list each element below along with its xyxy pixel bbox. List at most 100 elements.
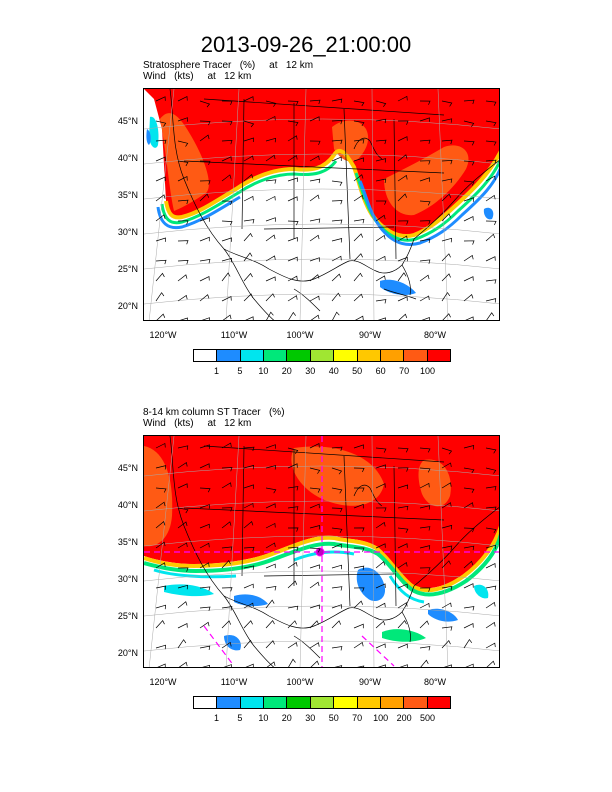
panel1-colorbar-box <box>287 350 311 361</box>
panel1-wind-barb <box>265 115 276 122</box>
panel2-wind-barb <box>486 660 496 667</box>
panel2-wind-barb <box>155 541 166 549</box>
panel2-wind-barb <box>463 527 475 533</box>
panel2-wind-barb <box>202 664 211 667</box>
panel1-wind-barb <box>221 237 232 242</box>
panel1-wind-barb <box>265 255 276 262</box>
panel2-wind-barb <box>331 586 343 591</box>
panel1-wind-barb <box>156 313 166 320</box>
panel2-wind-barb <box>309 503 320 509</box>
panel1-wind-barb <box>441 178 453 183</box>
panel2-wind-barb <box>155 465 167 470</box>
panel2-wind-barb <box>419 482 430 489</box>
panel1-wind-barb <box>199 160 211 166</box>
panel2-wind-barb <box>485 642 496 649</box>
panel1-wind-barb <box>199 120 211 126</box>
panel2-wind-barb <box>221 587 233 592</box>
panel1-wind-barb <box>397 174 408 182</box>
panel2-wind-barb <box>199 621 210 629</box>
panel2-tracer-patch-orange <box>291 446 384 506</box>
panel2-wind-barb <box>199 523 210 529</box>
panel1-wind-barb <box>221 296 232 302</box>
panel2-wind-barb <box>353 641 364 649</box>
panel1-wind-barb <box>485 159 497 164</box>
panel1-wind-barb <box>331 238 343 243</box>
panel1-map-canvas <box>144 89 499 320</box>
panel1-tracer-patch-east <box>483 207 494 220</box>
panel1-lat-label-35: 35°N <box>117 190 138 200</box>
panel1-wind-barb <box>485 140 497 146</box>
panel1-wind-barb <box>199 294 210 302</box>
panel1-wind-barb <box>265 137 276 143</box>
panel2-wind-barb <box>243 464 255 470</box>
panel2-wind-barb <box>199 487 211 493</box>
panel2-wind-barb <box>441 626 453 631</box>
panel1-wind-barb <box>265 234 276 242</box>
panel1-wind-barb <box>441 291 451 302</box>
panel2-tracer-patch-gulf <box>356 567 386 602</box>
panel1-wind-barb <box>177 160 189 167</box>
panel2-wind-barb <box>221 521 232 529</box>
panel1-wind-barb <box>245 316 254 320</box>
panel1-wind-barb <box>177 260 189 265</box>
panel1-wind-barb <box>309 155 320 162</box>
panel2-wind-barb <box>266 661 276 667</box>
panel1-wind-barb <box>155 237 166 242</box>
panel1-wind-barb <box>243 96 254 102</box>
panel1-wind-barb <box>353 157 364 162</box>
panel1-wind-barb <box>419 259 431 264</box>
panel2-wind-barb <box>221 546 233 551</box>
panel1-wind-barb <box>287 275 298 282</box>
panel1-wind-barb <box>155 194 166 202</box>
panel1-wind-barb <box>177 176 188 182</box>
panel1-wind-barb <box>177 140 189 147</box>
panel2-label-line1: 8-14 km column ST Tracer (%) <box>143 407 285 418</box>
panel2-wind-barb <box>441 524 453 530</box>
panel1-wind-barb <box>221 272 231 282</box>
panel1-wind-barb <box>243 120 255 128</box>
panel2-colorbar-label: 500 <box>420 713 436 723</box>
panel1-wind-barb <box>221 140 233 145</box>
panel1-wind-barb <box>397 296 408 302</box>
panel2-wind-barb <box>265 487 277 494</box>
panel2-wind-barb <box>243 546 255 552</box>
panel1-wind-barb <box>465 316 474 320</box>
panel2-wind-barb <box>243 502 254 509</box>
panel2-wind-barb <box>485 585 497 591</box>
panel1-wind-barb <box>287 295 298 302</box>
panel2-wind-barb <box>465 663 474 667</box>
panel1-wind-barb <box>331 156 342 162</box>
panel2-wind-barb <box>309 620 320 629</box>
panel1-wind-barb <box>243 272 253 282</box>
panel1-wind-barb <box>377 317 386 320</box>
panel2-lon-label-120: 120°W <box>149 677 177 687</box>
panel2-colorbar-box <box>310 697 335 708</box>
panel1-wind-barb <box>155 176 166 182</box>
panel1-wind-barb <box>375 275 386 282</box>
panel2-wind-barb <box>177 567 189 572</box>
panel1-wind-barb <box>177 199 189 205</box>
panel1-wind-barb <box>331 292 341 302</box>
panel2-wind-barb <box>419 567 431 572</box>
panel2-wind-barb <box>353 623 364 629</box>
panel1-wind-barb <box>287 120 299 127</box>
panel2-wind-barb <box>397 484 408 490</box>
panel1-wind-barb <box>441 118 453 123</box>
panel2-wind-barb <box>155 644 166 650</box>
panel1-wind-barb <box>485 233 496 242</box>
panel2-wind-barb <box>243 583 254 589</box>
panel1-colorbar-label: 50 <box>352 366 363 376</box>
panel1-wind-barb <box>485 298 497 303</box>
panel1-wind-barb <box>375 118 387 124</box>
panel1-wind-barb <box>353 272 363 282</box>
panel2-wind-barb <box>177 639 187 649</box>
panel2-wind-barb <box>177 462 188 469</box>
panel1-wind-barb <box>331 219 343 224</box>
panel1-wind-barb <box>375 100 387 108</box>
panel2-wind-barb <box>353 467 365 473</box>
panel1-wind-barb <box>375 255 386 262</box>
panel1-colorbar-label: 70 <box>399 366 410 376</box>
panel2-wind-barb <box>375 521 386 529</box>
panel1-wind-barb <box>397 220 409 225</box>
panel2-wind-barb <box>199 606 211 611</box>
